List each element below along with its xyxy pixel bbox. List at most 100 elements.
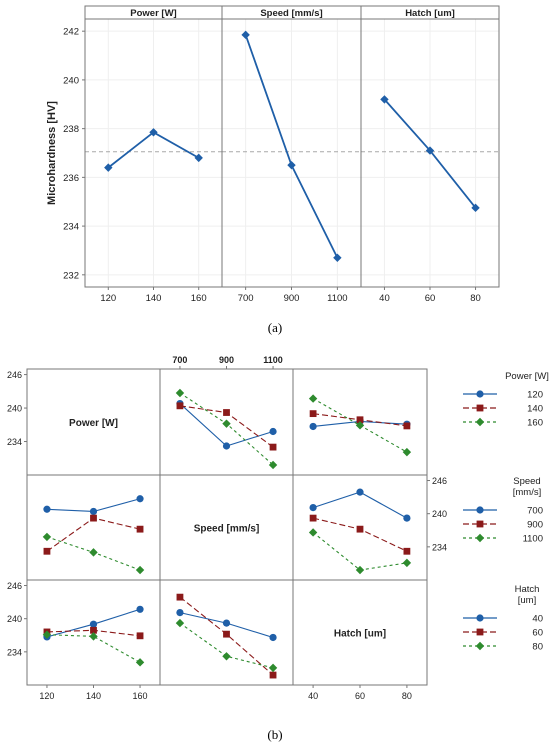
- data-point: [356, 525, 364, 533]
- interaction-line: [46, 517, 141, 552]
- data-point: [241, 30, 250, 40]
- x-tick-label: 900: [284, 293, 300, 304]
- y-tick-label: 240: [7, 404, 22, 414]
- data-point: [269, 671, 277, 679]
- legend-entry-label: 140: [527, 404, 543, 415]
- data-point: [287, 160, 296, 170]
- legend-title: Hatch: [515, 584, 540, 595]
- x-tick-label: 140: [86, 691, 101, 701]
- y-tick-label: 234: [7, 647, 22, 657]
- data-point: [136, 525, 144, 533]
- data-point: [135, 565, 145, 575]
- data-point: [175, 388, 185, 398]
- y-tick-label: 240: [432, 509, 447, 519]
- y-tick-label: 236: [63, 173, 79, 184]
- main-effects-plot: Power [W] 120 140 160 Speed [mm/s] 700 900 1100…: [46, 5, 500, 304]
- x-tick-label: 160: [133, 691, 148, 701]
- data-point: [269, 443, 277, 451]
- data-point: [176, 402, 184, 410]
- data-point: [136, 605, 144, 613]
- interaction-line: [312, 532, 407, 571]
- x-tick-label: 160: [191, 293, 207, 304]
- caption-a: (a): [267, 320, 283, 335]
- data-point: [355, 565, 365, 575]
- data-point: [222, 619, 231, 627]
- data-point: [308, 528, 318, 537]
- data-point: [402, 447, 412, 457]
- data-point: [222, 419, 231, 428]
- factor-label: Power [W]: [69, 418, 118, 429]
- x-tick-label: 60: [425, 293, 436, 304]
- data-point: [268, 663, 278, 673]
- data-point: [176, 593, 184, 601]
- data-point: [269, 427, 277, 436]
- data-point: [223, 630, 230, 638]
- y-axis-label: Microhardness [HV]: [46, 101, 58, 205]
- data-point: [89, 548, 98, 557]
- legend-entry-label: 120: [527, 390, 543, 401]
- y-tick-label: 232: [63, 270, 79, 281]
- data-point: [89, 620, 98, 628]
- legend-entry-label: 1100: [523, 534, 543, 545]
- data-point: [136, 632, 144, 640]
- panel-header-label: Hatch [um]: [405, 8, 455, 19]
- x-tick-label: 700: [172, 355, 187, 365]
- y-tick-label: 234: [432, 542, 447, 552]
- data-point: [471, 203, 480, 213]
- x-tick-label: 60: [355, 691, 365, 701]
- data-point: [43, 505, 51, 513]
- data-point: [356, 416, 364, 424]
- data-point: [309, 410, 317, 418]
- interaction-line: [179, 622, 274, 669]
- legend-entry-label: 900: [527, 520, 543, 531]
- legend-entry-label: 700: [527, 506, 543, 517]
- factor-label: Speed [mm/s]: [194, 524, 260, 535]
- y-tick-label: 246: [7, 370, 22, 380]
- legend-marker: [476, 404, 484, 412]
- data-point: [403, 422, 411, 430]
- interaction-line: [312, 517, 408, 552]
- legend-entry-label: 80: [532, 642, 543, 653]
- legend-title: [um]: [518, 595, 536, 606]
- interaction-line: [312, 491, 408, 519]
- legend-marker: [476, 506, 484, 514]
- x-tick-label: 140: [146, 293, 162, 304]
- legend-entry-label: 160: [527, 418, 543, 429]
- y-tick-label: 240: [63, 75, 79, 86]
- data-point: [222, 652, 231, 661]
- data-point: [149, 128, 158, 137]
- x-tick-label: 1100: [263, 355, 283, 365]
- y-tick-label: 246: [432, 476, 447, 486]
- data-point: [89, 632, 98, 641]
- x-tick-label: 700: [238, 293, 254, 304]
- legend-marker: [476, 390, 484, 398]
- data-point: [104, 163, 113, 172]
- data-point: [43, 547, 51, 555]
- x-tick-label: 40: [308, 691, 318, 701]
- y-tick-label: 242: [63, 27, 79, 38]
- legend-title: Power [W]: [505, 371, 549, 382]
- data-point: [425, 146, 435, 155]
- y-tick-label: 238: [63, 124, 79, 135]
- y-tick-label: 246: [7, 581, 22, 591]
- data-point: [380, 95, 389, 104]
- interaction-plot: Power [W] Speed [mm/s] Hatch [um] 234 240 246…: [7, 355, 549, 701]
- data-point: [333, 253, 342, 262]
- data-point: [268, 460, 278, 470]
- legend-marker: [475, 417, 485, 427]
- legend-entry-label: 60: [532, 628, 543, 639]
- legend-title: Speed: [513, 476, 540, 487]
- data-point: [90, 626, 97, 634]
- x-tick-label: 900: [219, 355, 234, 365]
- panel-header-label: Speed [mm/s]: [260, 8, 322, 19]
- y-tick-label: 234: [7, 437, 22, 447]
- legend-marker: [476, 628, 484, 636]
- x-tick-label: 80: [402, 691, 412, 701]
- data-point: [356, 488, 364, 496]
- data-point: [403, 514, 411, 522]
- x-tick-label: 120: [100, 293, 116, 304]
- x-tick-label: 1100: [327, 293, 347, 304]
- legend-entry-label: 40: [532, 614, 543, 625]
- data-point: [136, 495, 144, 503]
- legend-marker: [475, 533, 485, 543]
